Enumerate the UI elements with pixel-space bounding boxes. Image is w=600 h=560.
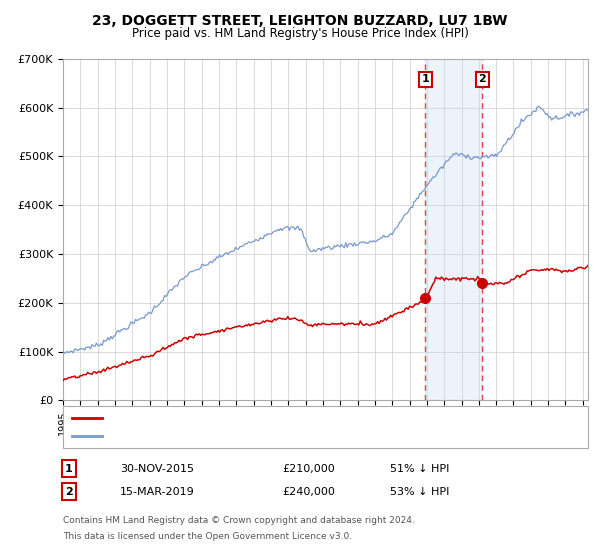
- Text: This data is licensed under the Open Government Licence v3.0.: This data is licensed under the Open Gov…: [63, 532, 352, 541]
- Text: HPI: Average price, detached house, Central Bedfordshire: HPI: Average price, detached house, Cent…: [108, 431, 409, 441]
- Text: 51% ↓ HPI: 51% ↓ HPI: [390, 464, 449, 474]
- Bar: [425, 59, 482, 400]
- Text: 23, DOGGETT STREET, LEIGHTON BUZZARD, LU7 1BW: 23, DOGGETT STREET, LEIGHTON BUZZARD, LU…: [92, 14, 508, 28]
- Text: 2: 2: [479, 74, 487, 85]
- Text: £210,000: £210,000: [282, 464, 335, 474]
- Text: Price paid vs. HM Land Registry's House Price Index (HPI): Price paid vs. HM Land Registry's House …: [131, 27, 469, 40]
- Text: £240,000: £240,000: [282, 487, 335, 497]
- Text: Contains HM Land Registry data © Crown copyright and database right 2024.: Contains HM Land Registry data © Crown c…: [63, 516, 415, 525]
- Text: 15-MAR-2019: 15-MAR-2019: [120, 487, 195, 497]
- Text: 1: 1: [65, 464, 73, 474]
- Text: 23, DOGGETT STREET, LEIGHTON BUZZARD, LU7 1BW (detached house): 23, DOGGETT STREET, LEIGHTON BUZZARD, LU…: [108, 413, 484, 423]
- Text: 53% ↓ HPI: 53% ↓ HPI: [390, 487, 449, 497]
- Text: 1: 1: [422, 74, 430, 85]
- Text: 2: 2: [65, 487, 73, 497]
- Text: 30-NOV-2015: 30-NOV-2015: [120, 464, 194, 474]
